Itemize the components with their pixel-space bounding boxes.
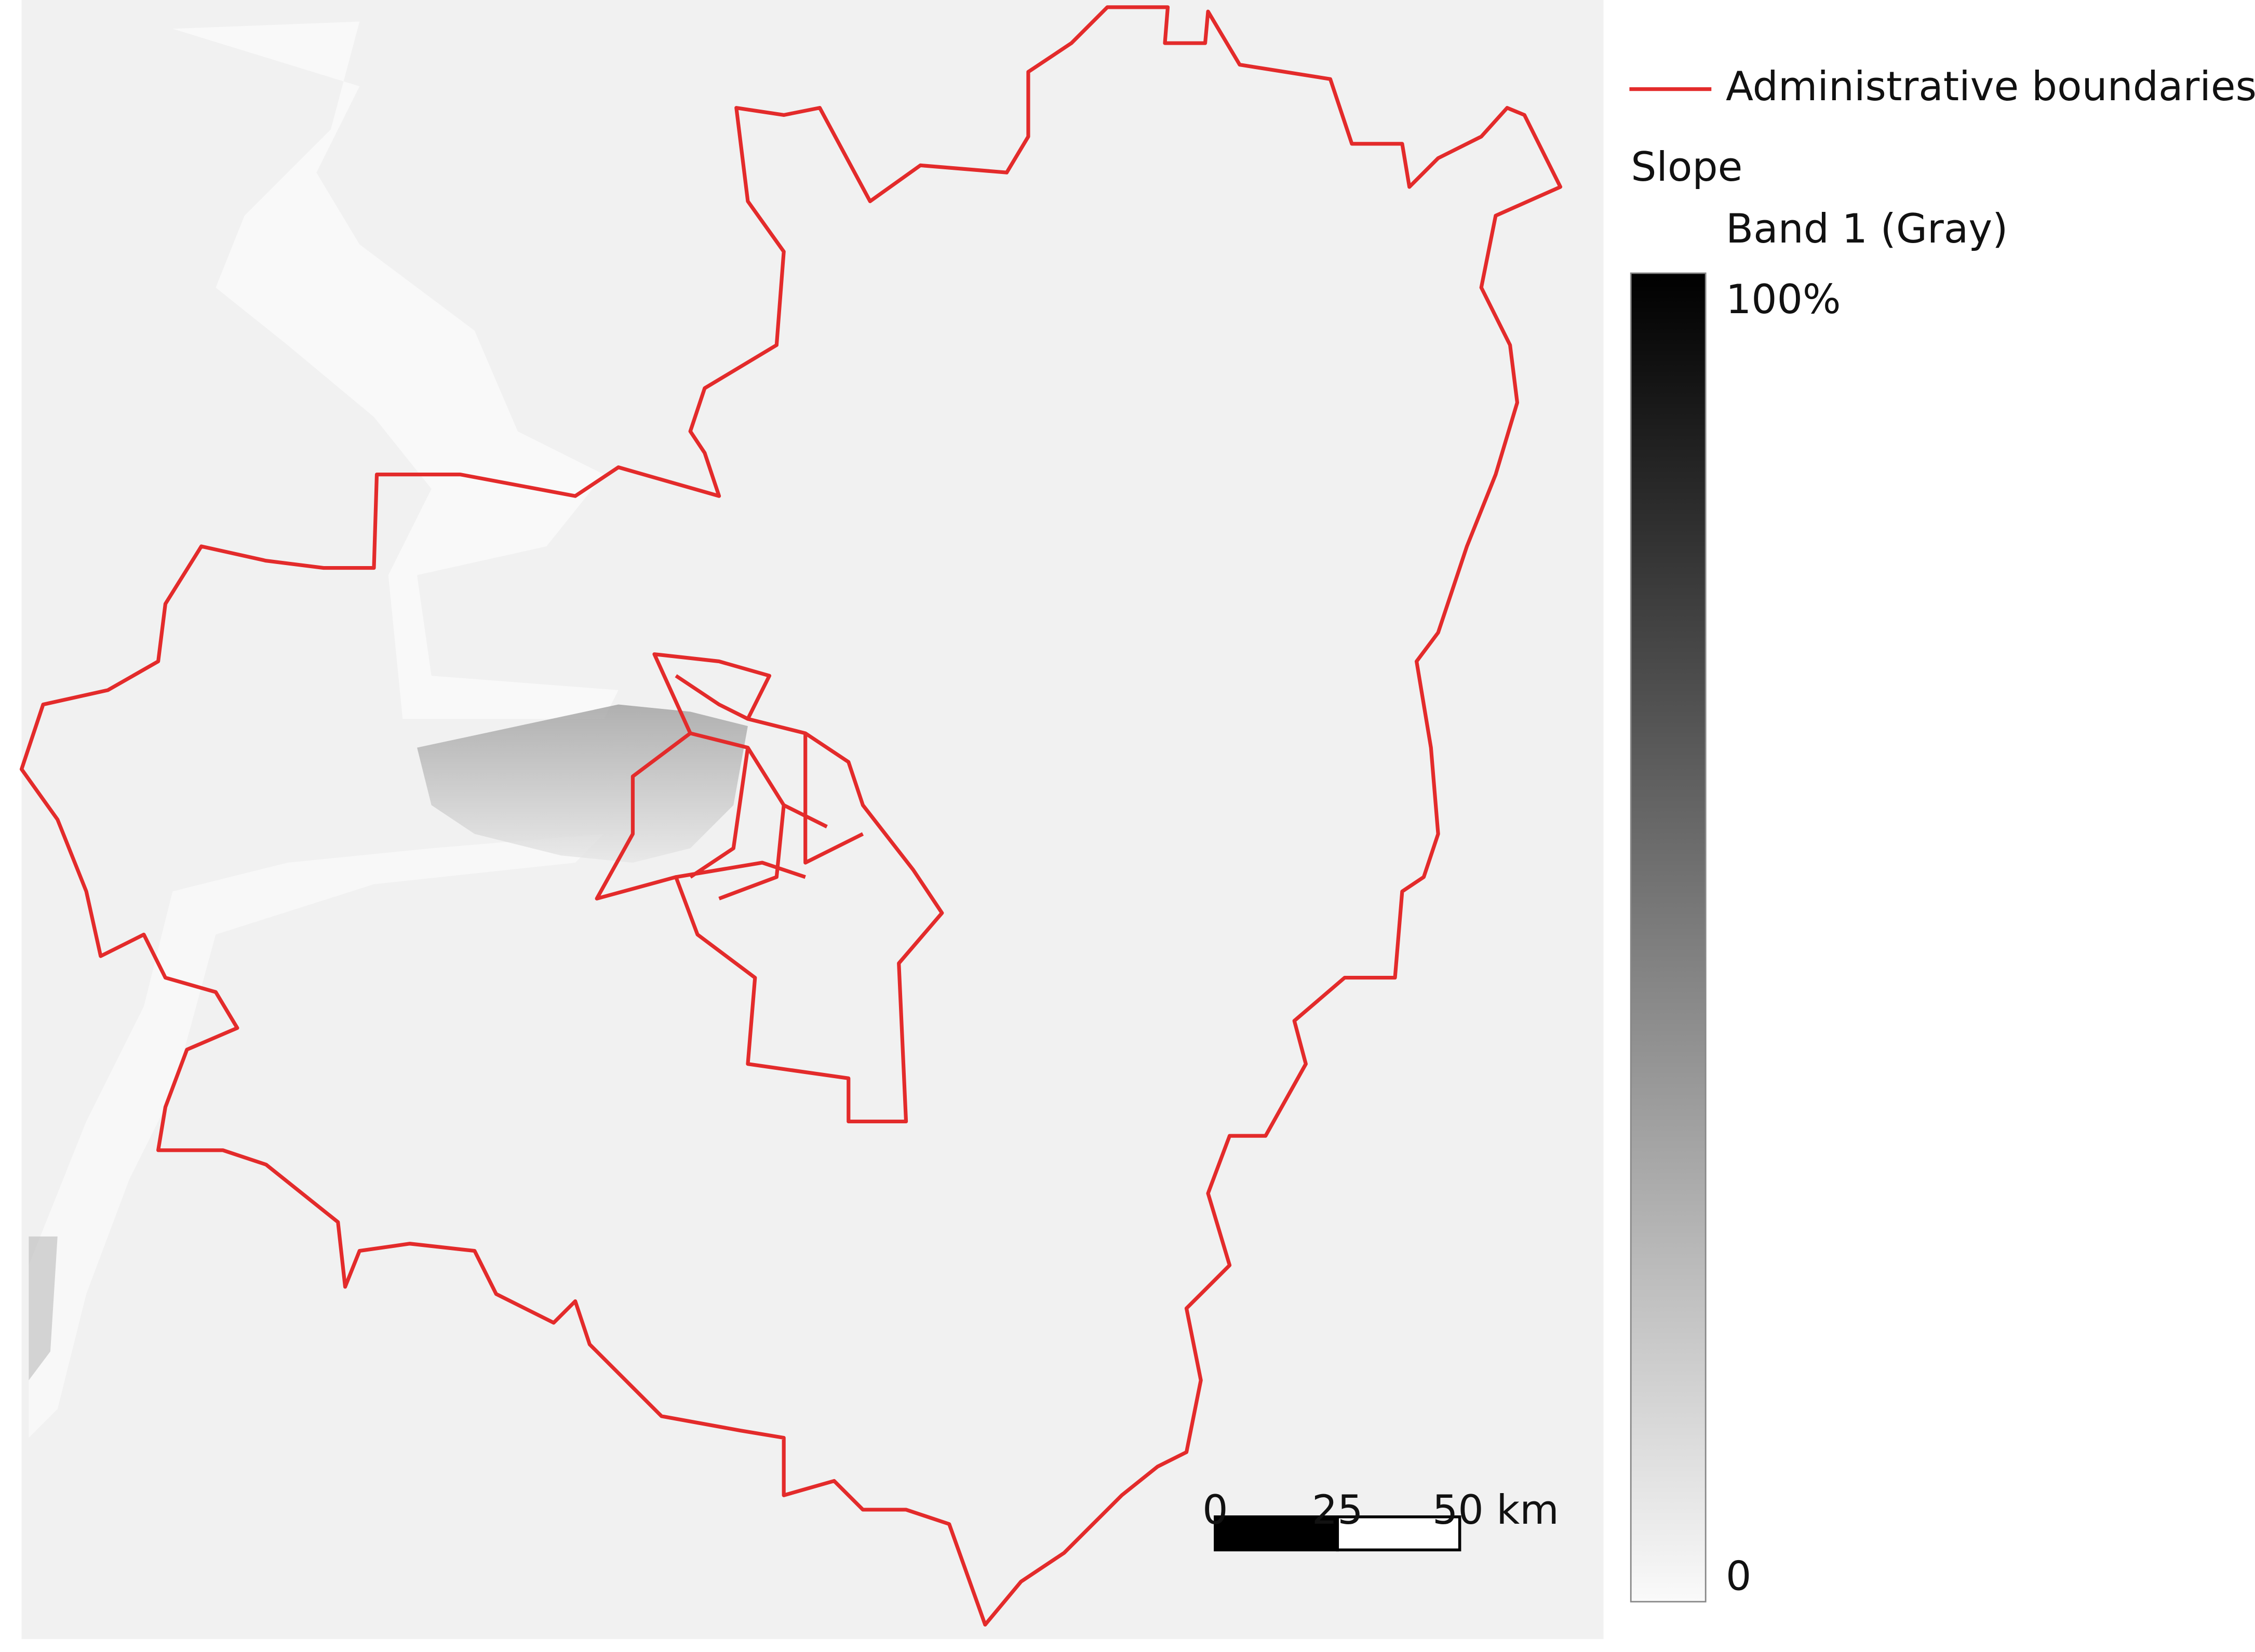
color-ramp: [1630, 272, 1707, 1603]
scale-label: 0: [1202, 1487, 1228, 1534]
scale-segment: [1336, 1515, 1461, 1552]
scale-segment: [1214, 1515, 1339, 1552]
ridge-shading: [29, 1236, 58, 1380]
district-boundary: [675, 674, 864, 901]
map-canvas: [21, 0, 1604, 1640]
legend: Administrative boundaries Slope Band 1 (…: [1629, 63, 2255, 1603]
administrative-boundaries: [19, 5, 1563, 1627]
legend-label: Administrative boundaries: [1726, 63, 2255, 110]
outer-boundary: [19, 5, 1563, 1627]
ramp-max-label: 100%: [1726, 276, 1841, 323]
scale-label: 25: [1312, 1487, 1363, 1534]
ridge-shading: [417, 704, 748, 863]
scale-label: 50 km: [1432, 1487, 1559, 1534]
legend-title: Slope: [1631, 144, 1742, 191]
river-valley: [172, 21, 619, 719]
ramp-min-label: 0: [1726, 1553, 1751, 1600]
legend-label: Band 1 (Gray): [1726, 206, 2008, 252]
scale-bar: 0 25 50 km: [1202, 1487, 1559, 1552]
river-valley: [29, 834, 605, 1438]
city-boundary: [595, 652, 944, 1124]
